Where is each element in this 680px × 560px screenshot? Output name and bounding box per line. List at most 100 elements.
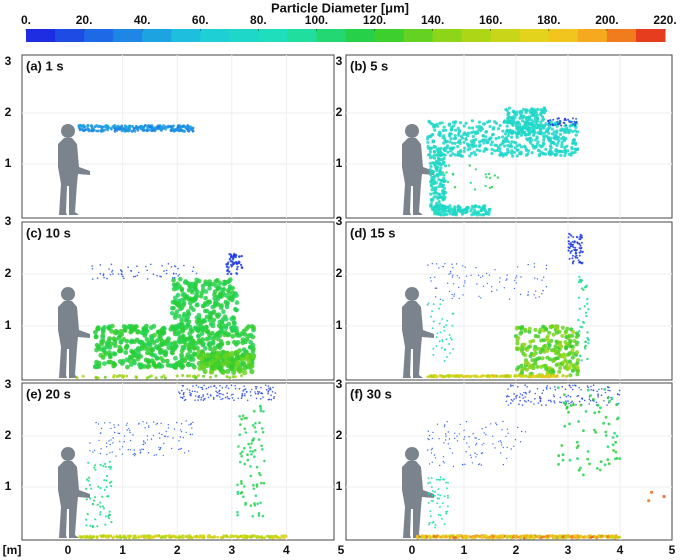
particle: [607, 445, 610, 448]
particle: [257, 391, 259, 393]
particle: [180, 429, 181, 430]
particle: [118, 273, 120, 275]
particle: [106, 495, 108, 497]
particle: [178, 391, 180, 393]
particle: [578, 297, 580, 299]
particle: [256, 485, 259, 488]
particle: [515, 397, 517, 399]
colorbar-block: [171, 29, 201, 42]
particle: [446, 487, 448, 489]
particle: [238, 415, 241, 418]
particle: [492, 443, 493, 444]
particle: [235, 356, 240, 361]
particle: [222, 394, 224, 396]
particle: [452, 536, 455, 539]
particle: [562, 136, 565, 139]
panel-label: (f) 30 s: [350, 386, 392, 401]
particle: [567, 119, 569, 121]
particle: [464, 464, 465, 465]
particle: [512, 110, 515, 113]
particle: [548, 375, 551, 378]
particle: [429, 180, 432, 183]
particle: [578, 276, 580, 278]
particle: [102, 361, 107, 366]
particle: [195, 395, 197, 397]
particle: [474, 374, 477, 377]
particle: [450, 337, 452, 339]
particle: [523, 343, 527, 347]
particle: [486, 121, 489, 124]
particle: [445, 436, 446, 437]
particle: [107, 536, 110, 539]
particle: [244, 502, 247, 505]
colorbar-block: [607, 29, 637, 42]
particle: [512, 400, 514, 402]
particle: [109, 511, 111, 513]
particle: [571, 537, 574, 540]
particle: [534, 277, 535, 278]
particle: [484, 135, 487, 138]
particle: [470, 140, 473, 143]
particle: [143, 332, 148, 337]
particle: [490, 423, 491, 424]
particle: [428, 493, 430, 495]
particle: [445, 213, 448, 216]
particle: [539, 129, 542, 132]
particle: [170, 536, 173, 539]
particle: [563, 138, 566, 141]
particle: [506, 125, 509, 128]
particle: [525, 137, 528, 140]
particle: [538, 154, 541, 157]
particle: [502, 421, 503, 422]
particle: [473, 151, 476, 154]
particle: [603, 388, 606, 391]
particle: [260, 387, 262, 389]
particle: [518, 152, 521, 155]
particle: [235, 535, 238, 538]
particle: [105, 479, 107, 481]
particle: [431, 494, 433, 496]
particle: [130, 270, 132, 272]
particle: [233, 399, 235, 401]
particle: [448, 343, 450, 345]
particle: [489, 125, 492, 128]
particle: [558, 353, 562, 357]
particle: [168, 427, 169, 428]
particle: [176, 332, 181, 337]
particle: [127, 129, 130, 132]
particle: [454, 186, 456, 188]
particle: [516, 275, 517, 276]
particle: [87, 513, 89, 515]
particle: [438, 308, 440, 310]
particle: [568, 339, 572, 343]
particle: [542, 290, 543, 291]
particle: [89, 484, 91, 486]
particle: [575, 134, 578, 137]
particle: [208, 397, 210, 399]
particle: [220, 317, 225, 322]
particle: [449, 149, 452, 152]
particle: [252, 450, 255, 453]
particle: [508, 396, 510, 398]
particle: [163, 270, 165, 272]
particle: [578, 469, 581, 472]
particle: [106, 446, 107, 447]
particle: [210, 395, 212, 397]
particle: [480, 535, 483, 538]
particle: [148, 375, 151, 378]
particle: [435, 375, 438, 378]
particle: [454, 433, 455, 434]
particle: [178, 449, 179, 450]
particle: [244, 428, 247, 431]
particle: [466, 421, 467, 422]
particle: [443, 461, 444, 462]
particle: [596, 391, 598, 393]
particle: [112, 125, 115, 128]
particle: [435, 524, 437, 526]
particle: [568, 236, 570, 238]
particle: [465, 138, 468, 141]
particle: [100, 264, 102, 266]
particle: [437, 424, 438, 425]
particle: [261, 448, 264, 451]
particle: [251, 515, 254, 518]
